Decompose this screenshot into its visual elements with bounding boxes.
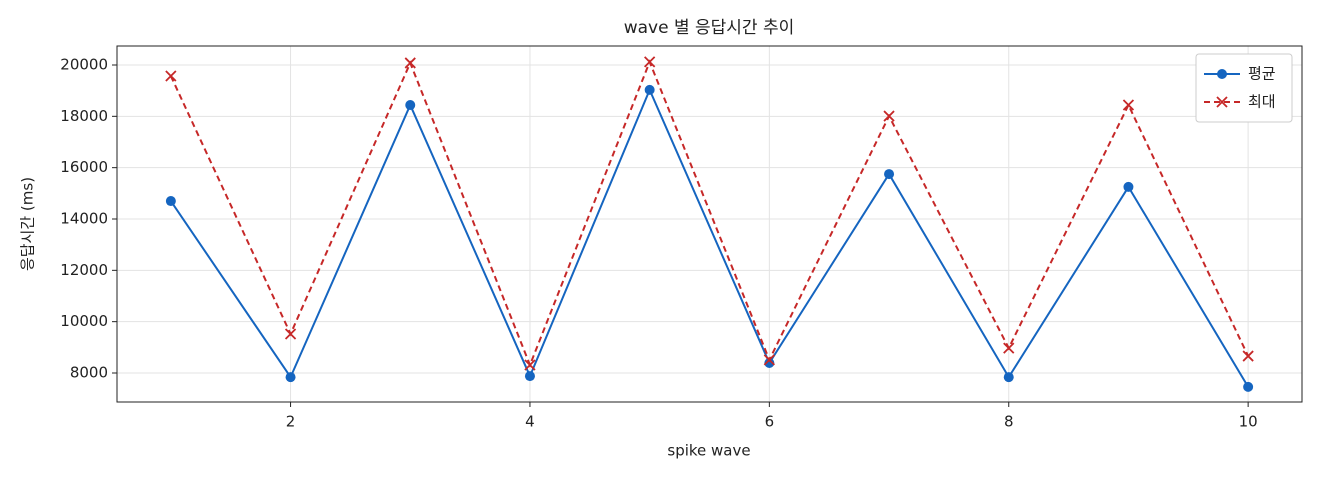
marker xyxy=(524,359,536,371)
marker xyxy=(165,70,177,82)
marker xyxy=(763,354,775,366)
series-line xyxy=(169,59,1250,368)
y-tick-label: 8000 xyxy=(70,363,108,381)
y-tick-label: 14000 xyxy=(60,209,108,227)
marker xyxy=(1003,372,1014,383)
x-axis-label: spike wave xyxy=(667,442,750,460)
marker xyxy=(405,100,416,111)
y-tick-label: 20000 xyxy=(60,55,108,73)
plot-frame xyxy=(116,45,1303,403)
marker xyxy=(285,372,296,383)
legend-label: 최대 xyxy=(1248,93,1276,111)
x-tick-label: 2 xyxy=(286,413,296,431)
marker xyxy=(1122,99,1135,111)
marker xyxy=(165,196,176,207)
x-tick-label: 10 xyxy=(1239,413,1258,431)
marker xyxy=(644,56,656,68)
legend-marker xyxy=(1217,69,1227,79)
x-tick-label: 8 xyxy=(1004,413,1014,431)
marker xyxy=(644,84,655,95)
marker xyxy=(524,371,535,382)
series-line xyxy=(170,87,1249,388)
x-tick-label: 4 xyxy=(525,413,535,431)
marker xyxy=(404,57,416,69)
y-tick-label: 16000 xyxy=(60,158,108,176)
y-tick-label: 10000 xyxy=(60,312,108,330)
legend-label: 평균 xyxy=(1248,65,1276,83)
marker xyxy=(284,328,297,340)
marker xyxy=(1243,381,1254,392)
y-axis-label: 응답시간 (ms) xyxy=(19,177,37,271)
marker xyxy=(764,357,775,368)
marker xyxy=(884,169,895,180)
x-tick-label: 6 xyxy=(765,413,775,431)
legend-marker xyxy=(1216,96,1228,108)
marker xyxy=(1123,181,1134,192)
marker xyxy=(1003,342,1015,354)
marker xyxy=(883,110,895,122)
marker xyxy=(1242,350,1254,362)
chart-title: wave 별 응답시간 추이 xyxy=(624,18,795,38)
legend-box xyxy=(1195,53,1293,123)
y-tick-label: 18000 xyxy=(60,107,108,125)
y-tick-label: 12000 xyxy=(60,261,108,279)
